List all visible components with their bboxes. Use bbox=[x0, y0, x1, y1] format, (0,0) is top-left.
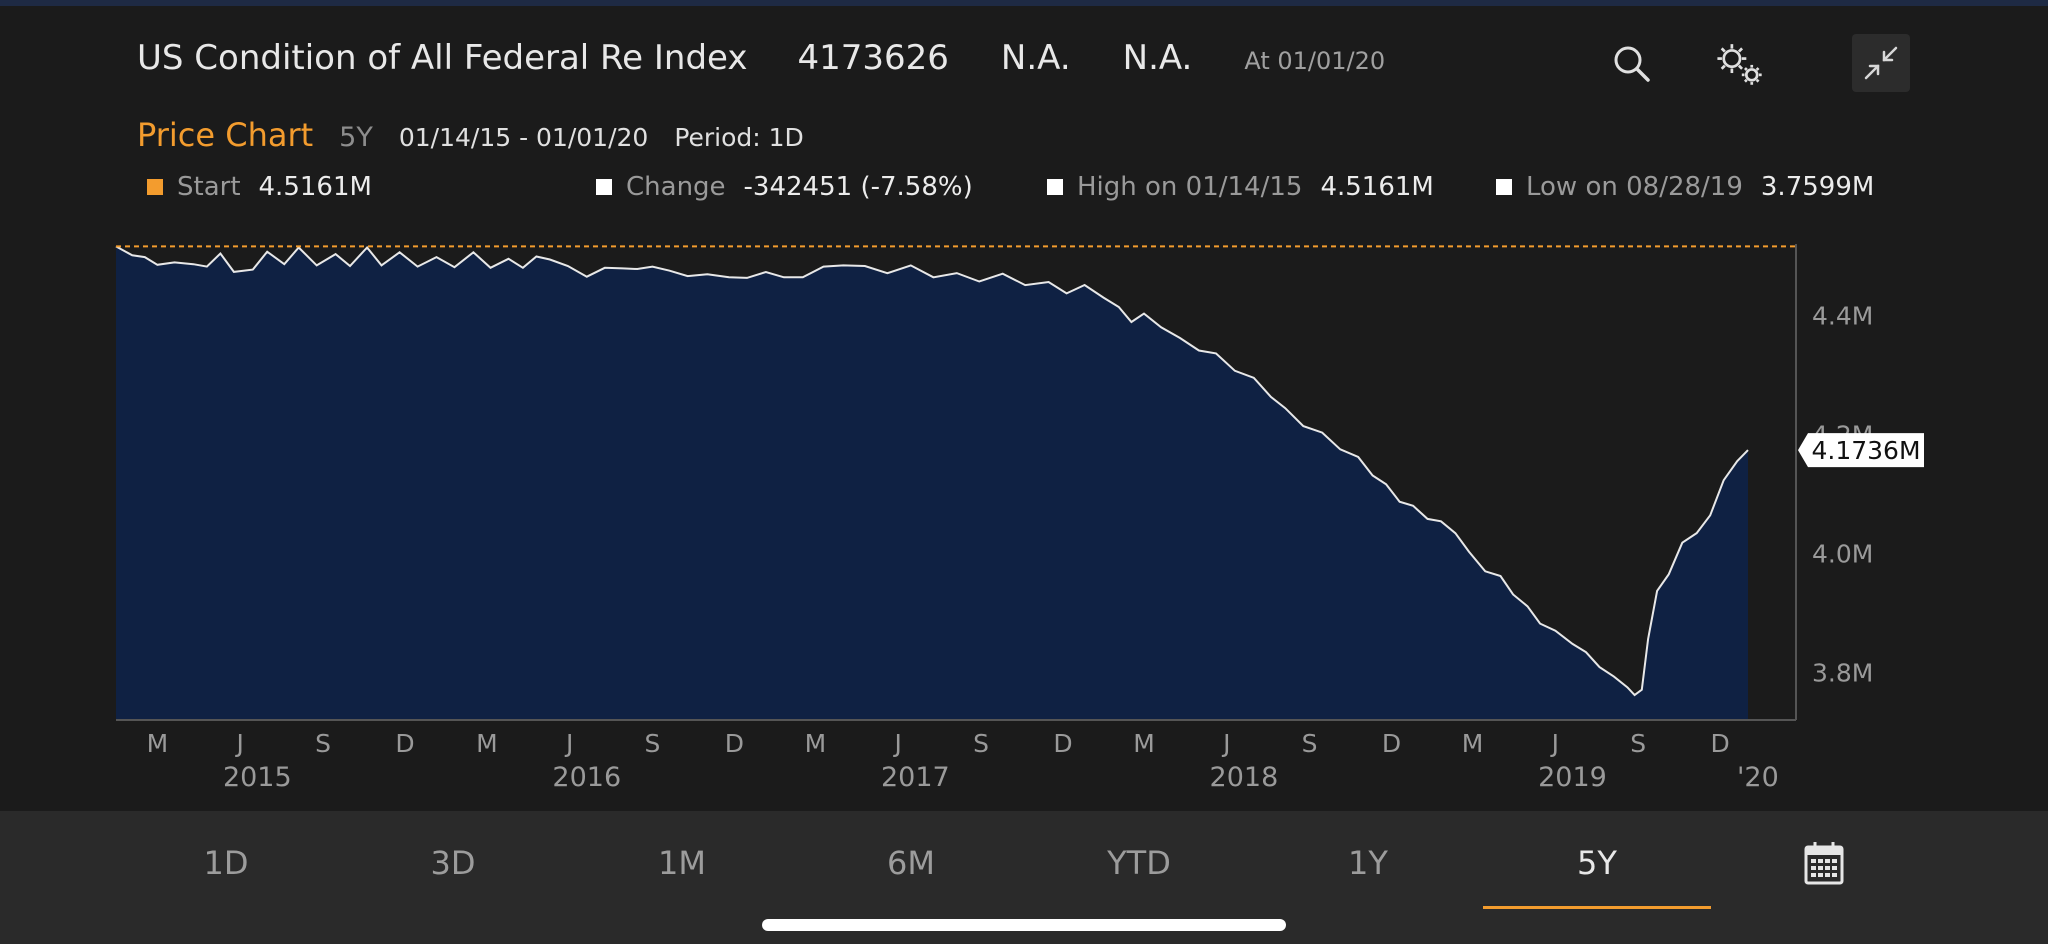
x-month-label: J bbox=[235, 729, 244, 758]
y-tick-label: 4.4M bbox=[1812, 301, 1873, 330]
x-month-label: J bbox=[564, 729, 573, 758]
last-value: 4173626 bbox=[797, 38, 949, 78]
collapse-button[interactable] bbox=[1852, 34, 1910, 92]
stat-start-label: Start bbox=[177, 172, 241, 202]
tab-6m[interactable]: 6M bbox=[887, 844, 935, 882]
x-month-label: D bbox=[1710, 729, 1729, 758]
chart-subheader: Price Chart 5Y 01/14/15 - 01/01/20 Perio… bbox=[137, 116, 804, 154]
x-year-label: 2017 bbox=[881, 762, 950, 793]
stat-start-value: 4.5161M bbox=[258, 172, 372, 202]
x-month-label: S bbox=[315, 729, 331, 758]
home-indicator bbox=[762, 919, 1286, 931]
price-chart-title: Price Chart bbox=[137, 116, 314, 154]
settings-button[interactable] bbox=[1712, 36, 1768, 92]
collapse-icon bbox=[1864, 46, 1898, 80]
x-year-label: 2016 bbox=[552, 762, 621, 793]
x-month-label: D bbox=[1382, 729, 1401, 758]
x-month-label: D bbox=[725, 729, 744, 758]
stat-high-label: High on 01/14/15 bbox=[1077, 172, 1303, 202]
low-legend-swatch bbox=[1496, 179, 1512, 195]
search-icon bbox=[1614, 46, 1650, 82]
calendar-button[interactable] bbox=[1800, 833, 1848, 893]
price-line bbox=[115, 245, 1749, 697]
last-value-tag bbox=[1798, 433, 1924, 468]
tab-1m[interactable]: 1M bbox=[658, 844, 706, 882]
x-month-label: M bbox=[1462, 729, 1484, 758]
stat-change: Change -342451 (-7.58%) bbox=[596, 172, 973, 202]
x-month-label: M bbox=[805, 729, 827, 758]
stat-high-value: 4.5161M bbox=[1320, 172, 1434, 202]
high-legend-swatch bbox=[1047, 179, 1063, 195]
date-range: 01/14/15 - 01/01/20 bbox=[398, 123, 649, 152]
top-strip bbox=[0, 0, 2048, 6]
range-tab-bar: 1D 3D 1M 6M YTD 1Y 5Y bbox=[0, 811, 2048, 944]
tab-3d[interactable]: 3D bbox=[430, 844, 476, 882]
x-month-label: M bbox=[147, 729, 169, 758]
x-month-label: J bbox=[893, 729, 902, 758]
stat-low-value: 3.7599M bbox=[1760, 172, 1875, 202]
security-header: US Condition of All Federal Re Index 417… bbox=[137, 38, 1937, 86]
gear-icon bbox=[1717, 44, 1762, 85]
tab-1d[interactable]: 1D bbox=[203, 844, 249, 882]
stat-low-label: Low on 08/28/19 bbox=[1526, 172, 1743, 202]
x-month-label: J bbox=[1221, 729, 1230, 758]
stat-change-label: Change bbox=[626, 172, 726, 202]
x-month-label: S bbox=[1302, 729, 1318, 758]
stat-start: Start 4.5161M bbox=[147, 172, 372, 202]
stat-change-value: -342451 (-7.58%) bbox=[743, 172, 973, 202]
stat-high: High on 01/14/15 4.5161M bbox=[1047, 172, 1434, 202]
x-month-label: S bbox=[645, 729, 661, 758]
x-year-label: 2018 bbox=[1210, 762, 1279, 793]
x-month-label: M bbox=[476, 729, 498, 758]
x-month-label: D bbox=[395, 729, 414, 758]
tab-5y[interactable]: 5Y bbox=[1483, 833, 1711, 909]
x-year-label: 2019 bbox=[1538, 762, 1607, 793]
calendar-icon bbox=[1804, 842, 1844, 885]
change-percent: N.A. bbox=[1122, 38, 1193, 78]
price-area bbox=[116, 246, 1748, 720]
search-button[interactable] bbox=[1604, 36, 1660, 92]
tab-ytd[interactable]: YTD bbox=[1107, 844, 1171, 882]
x-month-label: M bbox=[1133, 729, 1155, 758]
x-month-label: S bbox=[973, 729, 989, 758]
stat-low: Low on 08/28/19 3.7599M bbox=[1496, 172, 1874, 202]
as-of-date: At 01/01/20 bbox=[1244, 47, 1386, 75]
range-label: 5Y bbox=[339, 122, 373, 153]
x-year-label: '20 bbox=[1737, 762, 1779, 793]
x-month-label: D bbox=[1053, 729, 1072, 758]
period-label: Period: 1D bbox=[674, 123, 804, 152]
x-month-label: S bbox=[1630, 729, 1646, 758]
change-value: N.A. bbox=[1000, 38, 1071, 78]
x-year-label: 2015 bbox=[223, 762, 292, 793]
change-legend-swatch bbox=[596, 179, 612, 195]
security-title: US Condition of All Federal Re Index bbox=[137, 38, 748, 78]
price-chart[interactable]: 4.4M4.2M4.0M3.8MMJSDMJSDMJSDMJSDMJSD2015… bbox=[0, 0, 2048, 811]
y-tick-label: 4.0M bbox=[1812, 539, 1873, 568]
last-value-label: 4.1736M bbox=[1811, 436, 1920, 465]
x-month-label: J bbox=[1550, 729, 1559, 758]
y-tick-label: 3.8M bbox=[1812, 658, 1873, 687]
tab-1y[interactable]: 1Y bbox=[1348, 844, 1388, 882]
start-legend-swatch bbox=[147, 179, 163, 195]
